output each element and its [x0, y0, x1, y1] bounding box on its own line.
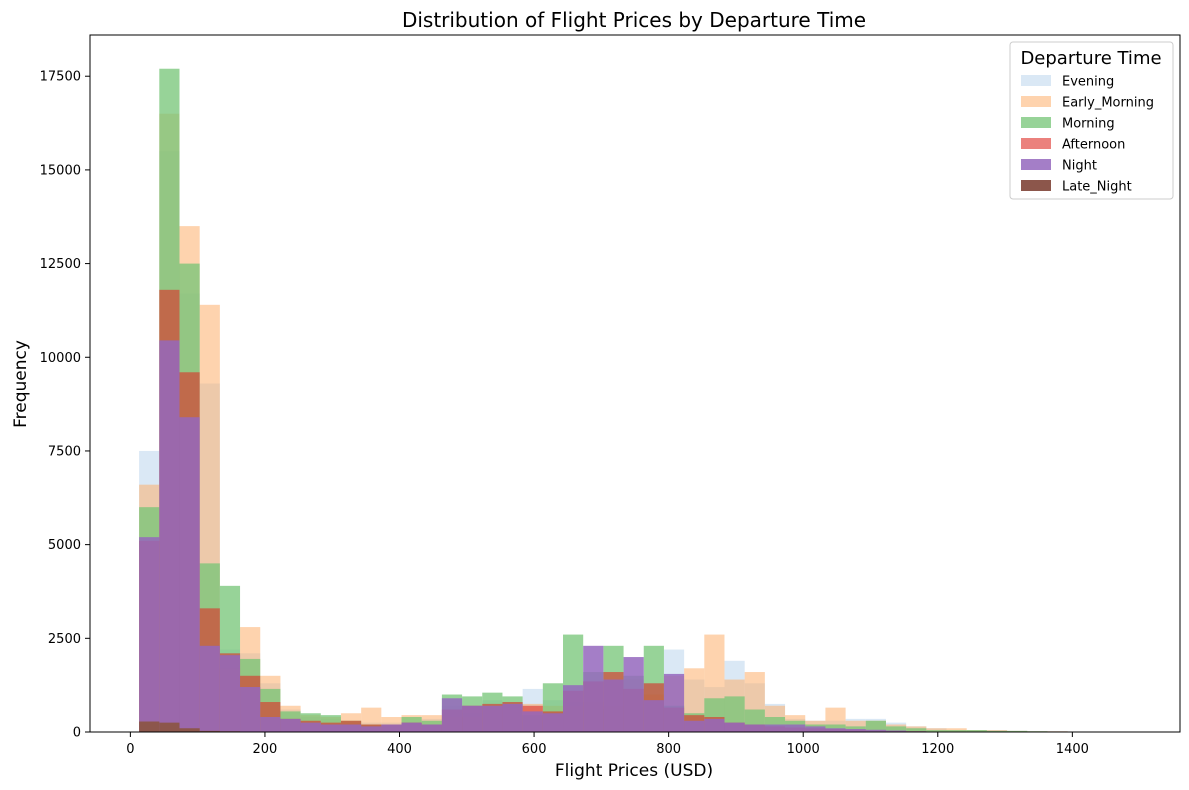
y-tick-label: 5000 — [48, 538, 81, 553]
x-tick-label: 1400 — [1056, 742, 1089, 757]
histogram-bar — [219, 655, 241, 732]
x-tick-label: 600 — [522, 742, 547, 757]
x-tick-label: 800 — [656, 742, 681, 757]
legend-label: Early_Morning — [1062, 96, 1154, 111]
bars-layer — [139, 68, 1149, 733]
histogram-bar — [885, 730, 907, 732]
histogram-bar — [159, 340, 180, 732]
y-tick-label: 12500 — [40, 257, 81, 272]
series-night — [139, 340, 1149, 732]
histogram-bar — [280, 718, 301, 732]
histogram-bar — [926, 730, 947, 732]
legend-swatch — [1021, 75, 1051, 86]
x-axis-label: Flight Prices (USD) — [555, 761, 713, 781]
legend-label: Afternoon — [1062, 138, 1125, 153]
y-tick-label: 17500 — [40, 70, 81, 85]
y-tick-label: 0 — [73, 726, 81, 741]
histogram-bar — [926, 728, 947, 732]
histogram-bar — [966, 730, 987, 732]
histogram-bar — [421, 724, 442, 732]
y-tick-label: 10000 — [40, 351, 81, 366]
histogram-bar — [785, 724, 806, 732]
legend-title: Departure Time — [1020, 48, 1161, 69]
histogram-bar — [199, 730, 220, 732]
legend-label: Night — [1062, 159, 1097, 174]
histogram-bar — [704, 718, 725, 732]
histogram-bar — [139, 537, 160, 732]
histogram-bar — [643, 700, 664, 732]
x-tick-label: 0 — [126, 742, 134, 757]
series-evening — [139, 151, 1149, 733]
histogram-bar — [139, 721, 160, 732]
histogram-bar — [986, 730, 1008, 732]
series-morning — [139, 68, 1149, 733]
legend-items: Evening Early_Morning Morning Afternoon Nigh… — [1021, 75, 1154, 195]
x-axis-ticks: 0 200 400 600 800 1000 1200 1400 — [126, 732, 1089, 757]
histogram-bar — [764, 724, 786, 732]
histogram-bar — [199, 645, 220, 732]
histogram-bar — [381, 724, 402, 732]
histogram-bar — [361, 726, 382, 732]
histogram-bar — [159, 722, 180, 732]
histogram-bar — [724, 722, 745, 732]
histogram-bar — [865, 720, 886, 732]
histogram-bar — [260, 717, 281, 732]
histogram-bar — [684, 720, 705, 732]
histogram-bar — [563, 685, 584, 732]
histogram-bar — [583, 645, 604, 732]
histogram-bar — [744, 724, 765, 732]
histogram-bar — [522, 711, 543, 732]
y-axis-label: Frequency — [11, 340, 31, 428]
histogram-bar — [441, 698, 463, 732]
histogram-bar — [623, 657, 644, 732]
legend-swatch — [1021, 138, 1051, 149]
x-tick-label: 400 — [387, 742, 412, 757]
plot-area-frame — [89, 34, 1181, 733]
histogram-bar — [542, 713, 564, 732]
histogram-bar — [885, 726, 907, 732]
legend-swatch — [1021, 117, 1051, 128]
chart-title: Distribution of Flight Prices by Departu… — [402, 8, 866, 32]
histogram-bar — [805, 726, 826, 732]
histogram-bar — [502, 703, 523, 732]
legend-swatch — [1021, 96, 1051, 107]
legend-label: Morning — [1062, 117, 1115, 132]
histogram-bar — [401, 722, 422, 732]
legend-swatch — [1021, 180, 1051, 191]
histogram-bar — [845, 729, 866, 732]
x-tick-label: 1200 — [921, 742, 954, 757]
y-tick-label: 2500 — [48, 632, 81, 647]
histogram-bar — [340, 724, 362, 732]
legend: Departure Time Evening Early_Morning Morni… — [1009, 41, 1174, 200]
legend-label: Evening — [1062, 75, 1114, 90]
histogram-bar — [240, 687, 261, 732]
histogram-bar — [946, 728, 967, 732]
legend-label: Late_Night — [1062, 180, 1132, 195]
histogram-bar — [320, 724, 341, 732]
histogram-bar — [482, 705, 503, 732]
x-tick-label: 1000 — [787, 742, 820, 757]
histogram-bar — [300, 722, 321, 732]
series-early-morning — [139, 113, 1149, 733]
histogram-bar — [603, 679, 624, 732]
histogram-bar — [906, 728, 927, 732]
histogram-bar — [1007, 730, 1028, 732]
legend-swatch — [1021, 159, 1051, 170]
histogram-bar — [865, 729, 886, 732]
histogram-bar — [462, 705, 483, 732]
y-tick-label: 7500 — [48, 444, 81, 459]
histogram-bar — [179, 728, 200, 732]
y-axis-ticks: 0 2500 5000 7500 10000 12500 15000 17500 — [40, 70, 90, 741]
histogram-bar — [179, 417, 200, 732]
histogram-bar — [825, 728, 846, 732]
histogram-bar — [946, 730, 967, 732]
y-tick-label: 15000 — [40, 163, 81, 178]
x-tick-label: 200 — [253, 742, 278, 757]
histogram-bar — [663, 673, 685, 732]
